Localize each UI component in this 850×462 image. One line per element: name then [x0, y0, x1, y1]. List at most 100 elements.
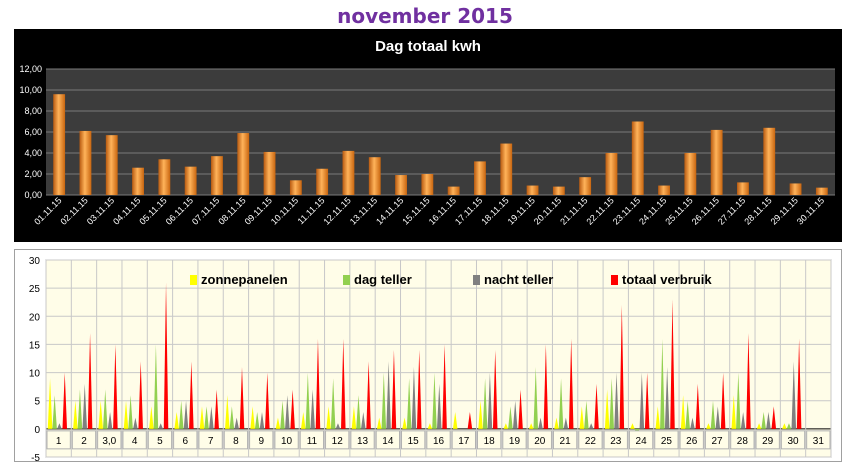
spike: [310, 389, 315, 429]
legend-entry: zonnepanelen: [190, 272, 288, 287]
spike: [533, 366, 539, 429]
x-tick-label: 3,0: [102, 436, 116, 447]
spike: [609, 378, 614, 429]
series-dag-teller: [52, 338, 792, 441]
x-tick-label: 1: [56, 436, 62, 447]
category-box: [527, 430, 552, 450]
x-tick-label: 30: [787, 436, 799, 447]
bar: [421, 174, 434, 195]
y-tick-label: 0: [34, 425, 40, 436]
x-tick-label: 21: [560, 436, 572, 447]
spike: [584, 400, 589, 429]
spike: [326, 406, 331, 429]
x-tick-label: 28: [737, 436, 749, 447]
spike: [178, 400, 184, 429]
category-box: [679, 430, 704, 450]
y-tick-label: 25: [29, 284, 41, 295]
spike: [427, 423, 433, 429]
x-tick-label: 31: [813, 436, 825, 447]
y-tick-label: 5: [34, 397, 40, 408]
spike: [554, 417, 559, 429]
spike: [588, 423, 594, 429]
spike: [756, 423, 762, 429]
legend-entry: nacht teller: [473, 272, 553, 287]
bar: [763, 127, 776, 195]
daily-total-kwh-chart: Dag totaal kwh 0,00 2,00 4,00 6,00 8,00 10,00 1…: [14, 29, 842, 242]
spike: [183, 400, 189, 429]
bar: [789, 183, 802, 195]
spike: [508, 406, 513, 429]
category-box: [704, 430, 730, 450]
y-tick-label: 8,00: [24, 106, 42, 116]
spike: [604, 389, 610, 429]
spike: [98, 400, 103, 429]
spike: [280, 400, 285, 429]
spike: [189, 361, 194, 429]
y-tick-label: 0,00: [24, 190, 42, 200]
spike: [361, 411, 366, 429]
bar: [105, 135, 118, 195]
category-box: [97, 430, 122, 450]
spike: [791, 361, 797, 429]
spike: [670, 299, 675, 429]
category-box: [730, 430, 755, 450]
bar: [53, 94, 66, 195]
bar: [316, 168, 329, 195]
spike: [639, 372, 645, 429]
spike: [250, 406, 255, 429]
spike: [736, 372, 741, 429]
spike: [402, 417, 407, 429]
bar: [132, 167, 144, 195]
chart-title: Dag totaal kwh: [375, 38, 481, 55]
spike: [290, 389, 295, 429]
legend-label: totaal verbruik: [622, 272, 712, 287]
bar: [158, 159, 171, 195]
x-tick-label: 14: [382, 436, 394, 447]
series-totaal-verbruik: [62, 282, 802, 429]
y-tick-label: 10: [29, 369, 41, 380]
category-box: [780, 430, 806, 450]
x-tick-label: 20: [534, 436, 546, 447]
category-box: [375, 430, 401, 450]
x-tick-label: 23: [610, 436, 622, 447]
spike: [710, 400, 716, 429]
x-tick-label: 16: [433, 436, 445, 447]
spike: [391, 350, 397, 429]
spike: [630, 423, 635, 429]
bar: [552, 186, 565, 195]
spike: [133, 417, 138, 429]
spike: [771, 406, 777, 429]
spike: [619, 305, 625, 429]
legend-swatch: [190, 275, 197, 285]
spike: [351, 406, 357, 429]
spike: [746, 333, 751, 429]
x-tick-label: 26: [686, 436, 698, 447]
spike: [265, 372, 270, 429]
spike: [107, 411, 113, 429]
spike: [204, 406, 209, 429]
series-nacht-teller: [57, 361, 797, 429]
spike: [538, 417, 543, 429]
legend-swatch: [473, 275, 480, 285]
spike: [254, 411, 260, 429]
bar: [474, 161, 486, 195]
spike: [376, 417, 382, 429]
spike: [123, 400, 129, 429]
x-tick-label: 15: [408, 436, 420, 447]
bar: [684, 153, 697, 195]
series-zonnepanelen: [47, 378, 787, 429]
spike: [543, 344, 549, 429]
spike: [158, 423, 163, 429]
bar: [815, 187, 828, 195]
spike: [528, 423, 534, 429]
spike: [594, 383, 599, 429]
spike: [138, 361, 143, 429]
bar: [368, 157, 381, 195]
spike: [740, 411, 746, 429]
spike: [655, 406, 661, 429]
spike: [512, 400, 518, 429]
x-tick-label: 10: [281, 436, 293, 447]
legend-swatch: [611, 275, 618, 285]
bar: [500, 143, 513, 195]
spike: [416, 350, 422, 429]
